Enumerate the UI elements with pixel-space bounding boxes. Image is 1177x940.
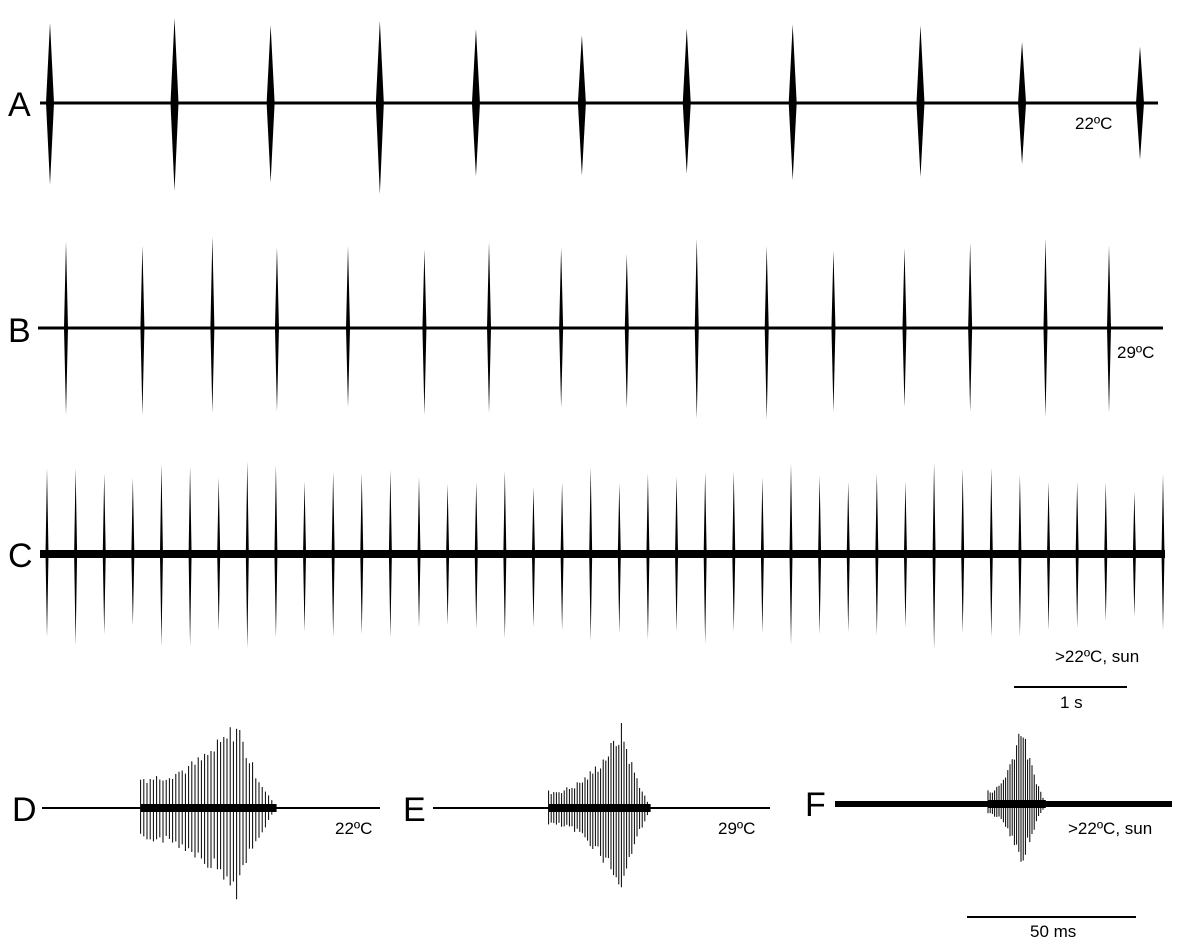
pulse-a-1 [46,23,54,185]
panel-c-temperature: >22ºC, sun [1055,647,1139,666]
pulse-c-31 [904,481,907,627]
pulse-c-14 [418,477,421,628]
pulse-c-26 [761,477,764,633]
pulse-b-9 [625,254,629,409]
pulse-b-2 [140,246,144,415]
panel-b: B 29ºC [8,236,1163,419]
panel-label-a: A [8,86,31,124]
pulse-c-2 [74,468,77,645]
pulse-b-4 [275,247,279,412]
pulse-b-6 [422,249,426,415]
burst-d-core [141,804,277,812]
pulse-b-15 [1043,239,1047,417]
pulse-c-33 [961,469,964,633]
scale-bar-50ms: 50 ms [967,917,1136,940]
pulse-c-5 [160,464,163,646]
panel-d: D 22ºC [12,727,380,899]
pulse-b-1 [64,241,68,415]
pulse-c-40 [1162,474,1165,630]
pulse-c-9 [274,465,277,638]
pulse-c-23 [675,476,678,631]
burst-e-core [549,804,651,812]
pulse-b-13 [902,248,906,407]
pulse-c-37 [1076,482,1079,628]
pulse-c-12 [360,473,363,634]
panel-a-temperature: 22ºC [1075,114,1112,133]
pulse-c-22 [646,473,649,640]
pulse-a-11 [1136,46,1144,159]
pulse-c-27 [790,463,793,645]
pulse-c-21 [618,483,621,633]
scale-bar-1s-label: 1 s [1060,693,1083,712]
pulse-c-38 [1104,482,1107,621]
pulse-a-5 [472,29,480,176]
panel-label-d: D [12,791,37,829]
pulse-b-5 [346,246,350,407]
pulse-c-16 [475,482,478,629]
panel-d-burst [141,727,277,899]
pulse-b-8 [559,247,563,407]
pulse-c-18 [532,487,535,627]
pulse-c-6 [189,466,192,646]
pulse-c-8 [246,461,249,648]
pulse-b-12 [831,250,835,412]
pulse-a-6 [578,35,586,175]
scale-bar-1s: 1 s [1014,687,1127,712]
pulse-b-11 [765,246,769,419]
panel-label-b: B [8,312,31,350]
pulse-c-11 [332,472,335,638]
pulse-c-34 [990,468,993,637]
panel-label-f: F [805,786,826,824]
pulse-a-2 [171,18,179,191]
pulse-c-17 [503,471,506,639]
burst-f-core [988,800,1046,808]
pulse-c-3 [103,474,106,635]
panel-f: F >22ºC, sun [805,734,1172,862]
pulse-b-10 [695,239,699,419]
pulse-c-25 [732,471,735,631]
pulse-c-24 [704,472,707,644]
pulse-c-32 [933,462,936,649]
pulse-c-10 [303,481,306,631]
pulse-a-3 [267,25,275,182]
panel-e-burst [549,723,651,887]
pulse-c-29 [847,482,850,632]
panel-b-temperature: 29ºC [1117,343,1154,362]
pulse-c-20 [589,467,592,641]
pulse-c-36 [1047,482,1050,631]
panel-c: C >22ºC, sun [8,461,1165,666]
pulse-c-30 [875,473,878,635]
pulse-c-28 [818,476,821,635]
panel-f-temperature: >22ºC, sun [1068,819,1152,838]
pulse-a-8 [789,24,797,180]
pulse-c-39 [1133,492,1136,617]
panel-e-temperature: 29ºC [718,819,755,838]
pulse-b-3 [210,236,214,412]
pulse-c-7 [217,478,220,631]
panel-f-burst [988,734,1046,862]
pulse-a-10 [1018,42,1026,164]
pulse-b-16 [1107,245,1111,413]
panel-e: E 29ºC [403,723,770,887]
pulse-c-4 [131,478,134,625]
panel-label-e: E [403,791,426,829]
scale-bar-50ms-label: 50 ms [1030,922,1076,940]
panel-a-pulses [46,18,1144,194]
pulse-a-4 [376,21,384,194]
pulse-c-15 [446,484,449,626]
panel-a: A 22ºC [8,18,1158,194]
pulse-c-13 [389,470,392,638]
pulse-c-1 [46,468,49,637]
pulse-c-19 [561,482,564,630]
pulse-b-14 [968,243,972,412]
panel-label-c: C [8,537,33,575]
pulse-a-7 [683,28,691,173]
pulse-b-7 [487,242,491,413]
pulse-a-9 [916,25,924,177]
panel-d-temperature: 22ºC [335,819,372,838]
pulse-c-35 [1018,475,1021,636]
